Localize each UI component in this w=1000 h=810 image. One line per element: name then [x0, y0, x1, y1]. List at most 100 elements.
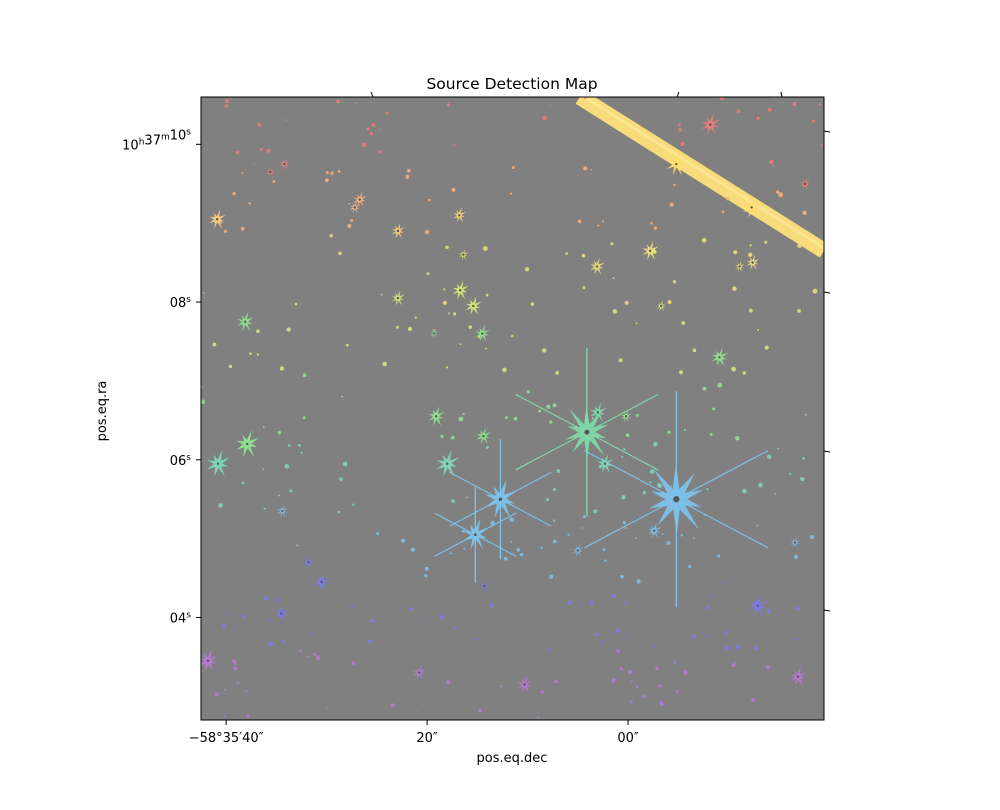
- faint-source-dot: [245, 690, 248, 693]
- source-marker: [449, 439, 552, 560]
- streak-highlight: [581, 97, 824, 250]
- faint-source-dot: [775, 190, 780, 194]
- faint-source-dot: [510, 541, 513, 543]
- faint-source-dot: [611, 678, 616, 683]
- faint-source-dot: [635, 413, 639, 417]
- faint-source-dot: [618, 358, 623, 363]
- faint-source-dot: [594, 632, 599, 637]
- faint-source-dot: [241, 172, 244, 174]
- faint-source-dot: [705, 605, 710, 610]
- faint-source-dot: [224, 99, 229, 103]
- faint-source-dot: [757, 328, 760, 331]
- faint-source-dot: [424, 574, 428, 578]
- satellite-streak: [575, 97, 824, 258]
- faint-source-dot: [642, 491, 646, 495]
- x-tick-label: 20″: [416, 731, 438, 746]
- faint-source-dot: [214, 692, 219, 697]
- faint-source-dot: [294, 302, 298, 306]
- faint-source-dot: [382, 361, 388, 367]
- y-axis-ticks: 10h37m10s 08s 06s 04s: [122, 127, 201, 626]
- faint-source-dot: [485, 293, 489, 297]
- faint-source-dot: [289, 489, 293, 493]
- source-core: [673, 496, 680, 503]
- faint-source-dot: [547, 648, 551, 651]
- source-marker: [742, 196, 762, 218]
- source-marker: [656, 300, 666, 312]
- faint-source-dot: [275, 598, 280, 602]
- faint-source-dot: [485, 446, 489, 449]
- faint-source-dot: [221, 623, 227, 629]
- faint-source-dot: [482, 246, 488, 251]
- faint-source-dot: [672, 280, 677, 284]
- faint-source-dot: [711, 595, 714, 598]
- faint-source-dot: [524, 267, 530, 272]
- faint-source-dot: [797, 309, 802, 313]
- faint-source-dot: [224, 688, 227, 691]
- faint-source-dot: [223, 229, 227, 233]
- faint-source-dot: [513, 416, 518, 421]
- faint-source-dot: [466, 496, 469, 499]
- faint-source-dot: [667, 430, 671, 434]
- source-marker: [746, 254, 760, 270]
- faint-source-dot: [734, 435, 740, 441]
- source-core: [584, 429, 590, 435]
- right-tick-mark: [823, 609, 831, 612]
- faint-source-dot: [385, 111, 389, 115]
- faint-source-dot: [511, 165, 515, 169]
- faint-source-dot: [742, 371, 746, 375]
- faint-source-dot: [302, 416, 306, 420]
- faint-source-dot: [688, 565, 692, 569]
- faint-source-dot: [337, 170, 341, 173]
- source-core: [652, 529, 656, 532]
- faint-source-dot: [278, 494, 281, 497]
- source-core: [396, 296, 400, 300]
- faint-source-dot: [611, 594, 616, 598]
- faint-source-dot: [298, 443, 302, 447]
- top-tick-mark: [676, 91, 680, 98]
- source-marker: [647, 522, 662, 539]
- faint-source-dot: [593, 509, 598, 514]
- faint-source-dot: [612, 277, 615, 280]
- faint-source-dot: [794, 554, 799, 559]
- faint-source-dot: [719, 97, 724, 101]
- faint-source-dot: [653, 442, 658, 447]
- faint-source-dot: [284, 464, 290, 469]
- source-marker: [790, 666, 807, 686]
- faint-source-dot: [553, 488, 557, 492]
- faint-source-dot: [424, 229, 430, 235]
- faint-source-dot: [262, 468, 265, 471]
- faint-source-dot: [734, 661, 737, 664]
- chart-title: Source Detection Map: [426, 75, 597, 93]
- faint-source-dot: [299, 649, 302, 653]
- faint-source-dot: [231, 659, 236, 664]
- faint-source-dot: [546, 404, 551, 409]
- right-tick-mark: [823, 291, 831, 294]
- faint-source-dot: [621, 455, 624, 458]
- faint-source-dot: [367, 639, 372, 644]
- faint-source-dot: [683, 670, 688, 675]
- source-marker: [434, 486, 517, 583]
- faint-source-dot: [802, 457, 805, 460]
- faint-source-dot: [338, 251, 342, 256]
- faint-source-dot: [818, 103, 821, 106]
- faint-source-dot: [701, 238, 707, 243]
- source-marker: [275, 605, 289, 621]
- faint-source-dot: [666, 541, 671, 545]
- faint-source-dot: [712, 407, 716, 411]
- source-star: [201, 648, 219, 672]
- faint-source-dot: [248, 202, 251, 205]
- faint-source-dot: [315, 655, 321, 661]
- faint-source-dot: [268, 641, 273, 646]
- faint-source-dot: [733, 250, 738, 255]
- faint-source-dot: [201, 399, 206, 405]
- faint-source-dot: [706, 635, 709, 638]
- faint-source-dot: [378, 150, 382, 154]
- faint-source-dot: [667, 300, 672, 305]
- faint-source-dot: [792, 102, 797, 106]
- faint-source-dot: [601, 220, 604, 223]
- faint-source-dot: [478, 708, 482, 713]
- faint-source-dot: [678, 127, 683, 132]
- faint-source-dot: [446, 680, 451, 685]
- faint-source-dot: [459, 343, 462, 346]
- faint-source-dot: [681, 321, 686, 325]
